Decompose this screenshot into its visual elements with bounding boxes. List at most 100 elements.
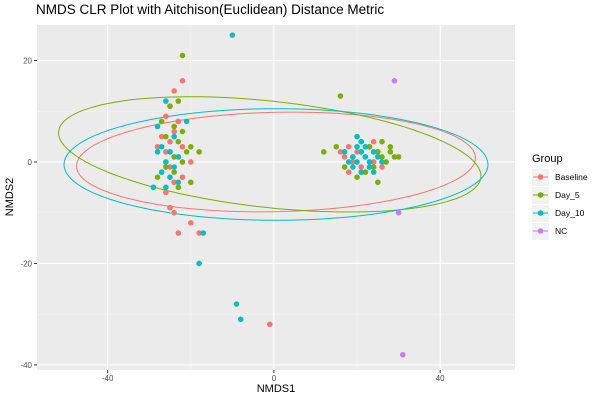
point-day-5 — [337, 93, 344, 99]
x-axis-ticks: -40 0 40 — [102, 370, 445, 383]
point-day-5 — [383, 159, 389, 165]
point-day-5 — [179, 159, 186, 165]
point-day-10 — [233, 301, 240, 307]
point-day-10 — [366, 159, 373, 165]
point-nc — [395, 209, 402, 216]
point-day-5 — [175, 98, 182, 104]
point-day-10 — [354, 143, 360, 150]
point-day-10 — [163, 159, 169, 165]
point-day-5 — [175, 184, 182, 191]
point-day-5 — [379, 138, 385, 145]
point-day-10 — [354, 133, 360, 140]
point-baseline — [175, 118, 182, 125]
point-day-5 — [179, 52, 186, 59]
y-tick-label: 20 — [23, 57, 32, 66]
confidence-ellipses — [58, 96, 489, 221]
ellipse-baseline — [75, 111, 477, 213]
point-day-5 — [187, 179, 194, 186]
point-baseline — [187, 220, 194, 226]
point-day-10 — [341, 149, 348, 155]
point-nc — [399, 351, 406, 358]
legend-label: NC — [555, 226, 567, 236]
point-baseline — [345, 169, 352, 175]
point-day-5 — [187, 143, 194, 150]
point-baseline — [158, 133, 165, 140]
point-day-10 — [167, 149, 173, 155]
point-day-5 — [167, 103, 173, 109]
point-day-10 — [237, 316, 244, 323]
point-day-10 — [163, 184, 169, 191]
point-day-10 — [175, 179, 182, 186]
point-day-5 — [171, 123, 177, 130]
point-nc — [391, 78, 398, 84]
point-day-10 — [354, 159, 360, 165]
point-baseline — [163, 149, 169, 155]
point-day-5 — [379, 154, 385, 160]
point-day-10 — [358, 149, 365, 155]
point-day-10 — [362, 143, 369, 150]
point-baseline — [171, 209, 177, 216]
point-day-5 — [321, 149, 327, 155]
point-day-10 — [171, 133, 177, 140]
point-baseline — [358, 164, 365, 170]
legend-key-point — [537, 210, 544, 216]
point-baseline — [163, 189, 169, 196]
point-day-5 — [171, 169, 177, 175]
point-day-10 — [358, 169, 365, 175]
point-day-5 — [375, 149, 381, 155]
x-axis-title: NMDS1 — [257, 383, 296, 395]
point-day-5 — [179, 128, 186, 135]
point-day-5 — [171, 154, 177, 160]
point-baseline — [370, 138, 377, 145]
point-day-10 — [150, 184, 157, 191]
point-day-5 — [154, 174, 161, 181]
point-day-5 — [196, 149, 202, 155]
point-day-5 — [370, 164, 377, 170]
point-day-10 — [163, 98, 169, 104]
point-baseline — [175, 230, 182, 236]
point-day-5 — [354, 174, 360, 181]
point-day-5 — [362, 169, 369, 175]
legend-label: Day_10 — [555, 208, 585, 218]
legend-key-point — [537, 228, 544, 234]
point-baseline — [167, 164, 173, 170]
legend: Group Baseline Day_5 Day_10 NC — [532, 153, 588, 240]
point-day-5 — [366, 143, 373, 150]
y-tick-label: -40 — [20, 361, 32, 370]
point-baseline — [196, 230, 202, 236]
legend-title: Group — [532, 153, 563, 165]
point-day-10 — [370, 149, 377, 155]
point-day-10 — [366, 164, 373, 170]
y-tick-label: -20 — [20, 259, 32, 268]
point-day-5 — [387, 149, 394, 155]
point-baseline — [163, 113, 169, 120]
point-day-5 — [333, 143, 340, 150]
x-tick-label: 0 — [272, 374, 277, 383]
plot-panel — [37, 25, 515, 370]
y-tick-label: 0 — [28, 158, 33, 167]
minor-gridlines — [37, 25, 515, 370]
point-day-10 — [379, 159, 385, 165]
point-baseline — [179, 143, 186, 150]
point-day-10 — [229, 32, 236, 38]
point-baseline — [379, 164, 385, 170]
point-day-10 — [171, 164, 177, 170]
point-day-5 — [175, 138, 182, 145]
point-baseline — [179, 174, 186, 181]
point-day-5 — [341, 164, 348, 170]
point-baseline — [350, 159, 356, 165]
point-baseline — [345, 143, 352, 150]
point-day-10 — [196, 260, 202, 267]
legend-label: Day_5 — [555, 190, 580, 200]
x-tick-label: 40 — [436, 374, 445, 383]
point-baseline — [354, 149, 360, 155]
point-baseline — [171, 179, 177, 186]
point-baseline — [179, 78, 186, 84]
point-day-5 — [395, 154, 402, 160]
point-baseline — [341, 154, 348, 160]
point-baseline — [266, 321, 273, 328]
point-day-5 — [163, 133, 169, 140]
data-points — [150, 32, 406, 358]
point-day-5 — [183, 149, 190, 155]
point-baseline — [171, 88, 177, 94]
